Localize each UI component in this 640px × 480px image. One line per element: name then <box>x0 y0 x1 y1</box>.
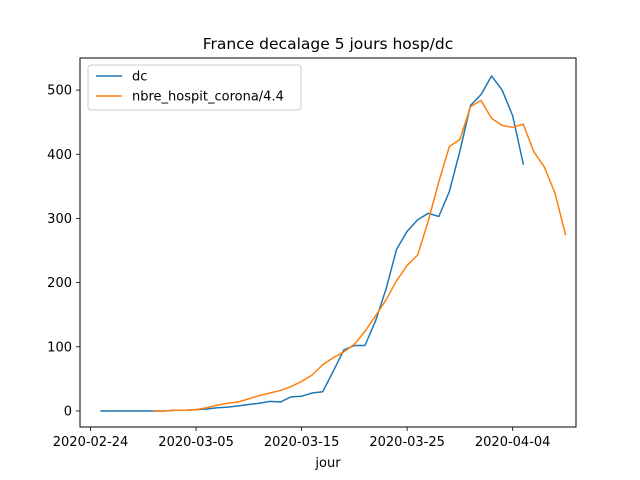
x-axis: 2020-02-24 2020-03-05 2020-03-15 2020-03-25… <box>53 427 551 450</box>
legend-label: nbre_hospit_corona/4.4 <box>132 90 284 105</box>
x-tick-label: 2020-04-04 <box>475 435 551 450</box>
series-line-hospit <box>153 99 567 412</box>
y-tick-label: 0 <box>64 404 72 419</box>
y-axis: 0 100 200 300 400 500 <box>47 84 80 419</box>
axes-frame <box>79 57 577 428</box>
chart-title: France decalage 5 jours hosp/dc <box>203 35 454 53</box>
plot-area <box>100 75 567 412</box>
x-tick-label: 2020-03-05 <box>158 435 234 450</box>
legend-label: dc <box>132 70 147 85</box>
y-tick-label: 400 <box>47 148 72 163</box>
x-tick-label: 2020-02-24 <box>53 435 129 450</box>
legend: dc nbre_hospit_corona/4.4 <box>87 64 302 111</box>
x-axis-label: jour <box>314 456 341 471</box>
x-tick-label: 2020-03-25 <box>369 435 445 450</box>
y-tick-label: 500 <box>47 84 72 99</box>
y-tick-label: 100 <box>47 340 72 355</box>
legend-box <box>87 64 302 111</box>
y-tick-label: 300 <box>47 212 72 227</box>
x-tick-label: 2020-03-15 <box>264 435 340 450</box>
y-tick-label: 200 <box>47 276 72 291</box>
